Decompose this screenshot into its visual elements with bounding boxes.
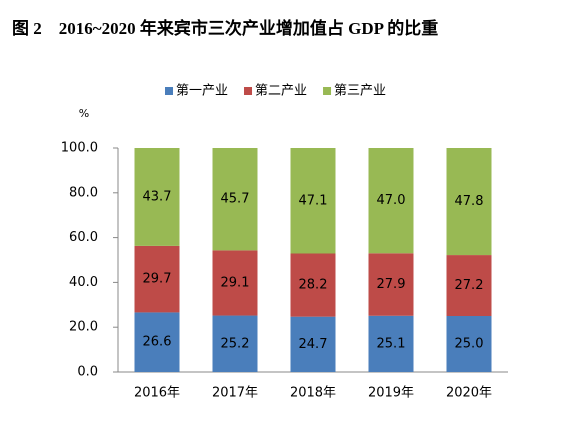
legend-swatch bbox=[165, 87, 173, 95]
y-unit: % bbox=[79, 107, 89, 120]
value-label: 28.2 bbox=[299, 278, 328, 293]
value-label: 29.7 bbox=[143, 272, 172, 287]
y-tick-label: 0.0 bbox=[77, 365, 98, 380]
value-label: 47.0 bbox=[377, 193, 406, 208]
bar-segment bbox=[446, 316, 492, 372]
value-label: 25.2 bbox=[221, 336, 250, 351]
bar-segment bbox=[290, 316, 336, 372]
bar-segment bbox=[446, 148, 492, 256]
bar-segment bbox=[368, 148, 414, 254]
value-label: 47.1 bbox=[299, 193, 328, 208]
legend-label: 第二产业 bbox=[255, 84, 307, 99]
bar-segment bbox=[212, 148, 258, 251]
x-tick-label: 2019年 bbox=[368, 386, 414, 401]
value-label: 27.9 bbox=[377, 277, 406, 292]
bar-segment bbox=[212, 315, 258, 372]
legend-swatch bbox=[244, 87, 253, 95]
x-tick-label: 2016年 bbox=[134, 386, 180, 401]
value-label: 24.7 bbox=[299, 337, 328, 352]
value-label: 25.1 bbox=[377, 336, 406, 351]
y-tick-label: 40.0 bbox=[69, 275, 98, 290]
bar-segment bbox=[134, 312, 180, 372]
bar-segment bbox=[290, 253, 336, 317]
y-tick-label: 100.0 bbox=[61, 141, 98, 156]
bar-segment bbox=[134, 148, 180, 246]
value-label: 43.7 bbox=[143, 189, 172, 204]
y-tick-label: 80.0 bbox=[69, 185, 98, 200]
value-label: 25.0 bbox=[455, 337, 484, 352]
x-tick-label: 2018年 bbox=[290, 386, 336, 401]
value-label: 29.1 bbox=[221, 275, 250, 290]
legend-label: 第三产业 bbox=[334, 84, 386, 99]
x-tick-label: 2020年 bbox=[446, 386, 492, 401]
bar-segment bbox=[290, 148, 336, 254]
y-tick-label: 60.0 bbox=[69, 230, 98, 245]
legend-swatch bbox=[323, 87, 332, 95]
value-label: 27.2 bbox=[455, 278, 484, 293]
legend-label: 第一产业 bbox=[176, 84, 228, 99]
y-tick-label: 20.0 bbox=[69, 320, 98, 335]
value-label: 45.7 bbox=[221, 192, 250, 207]
bar-segment bbox=[134, 245, 180, 313]
chart-title: 图 2 2016~2020 年来宾市三次产业增加值占 GDP 的比重 bbox=[12, 18, 438, 38]
bar-segment bbox=[368, 315, 414, 372]
value-label: 47.8 bbox=[455, 194, 484, 209]
bar-segment bbox=[368, 253, 414, 316]
bar-segment bbox=[446, 255, 492, 316]
bar-segment bbox=[212, 250, 258, 316]
x-tick-label: 2017年 bbox=[212, 386, 258, 401]
value-label: 26.6 bbox=[143, 335, 172, 350]
